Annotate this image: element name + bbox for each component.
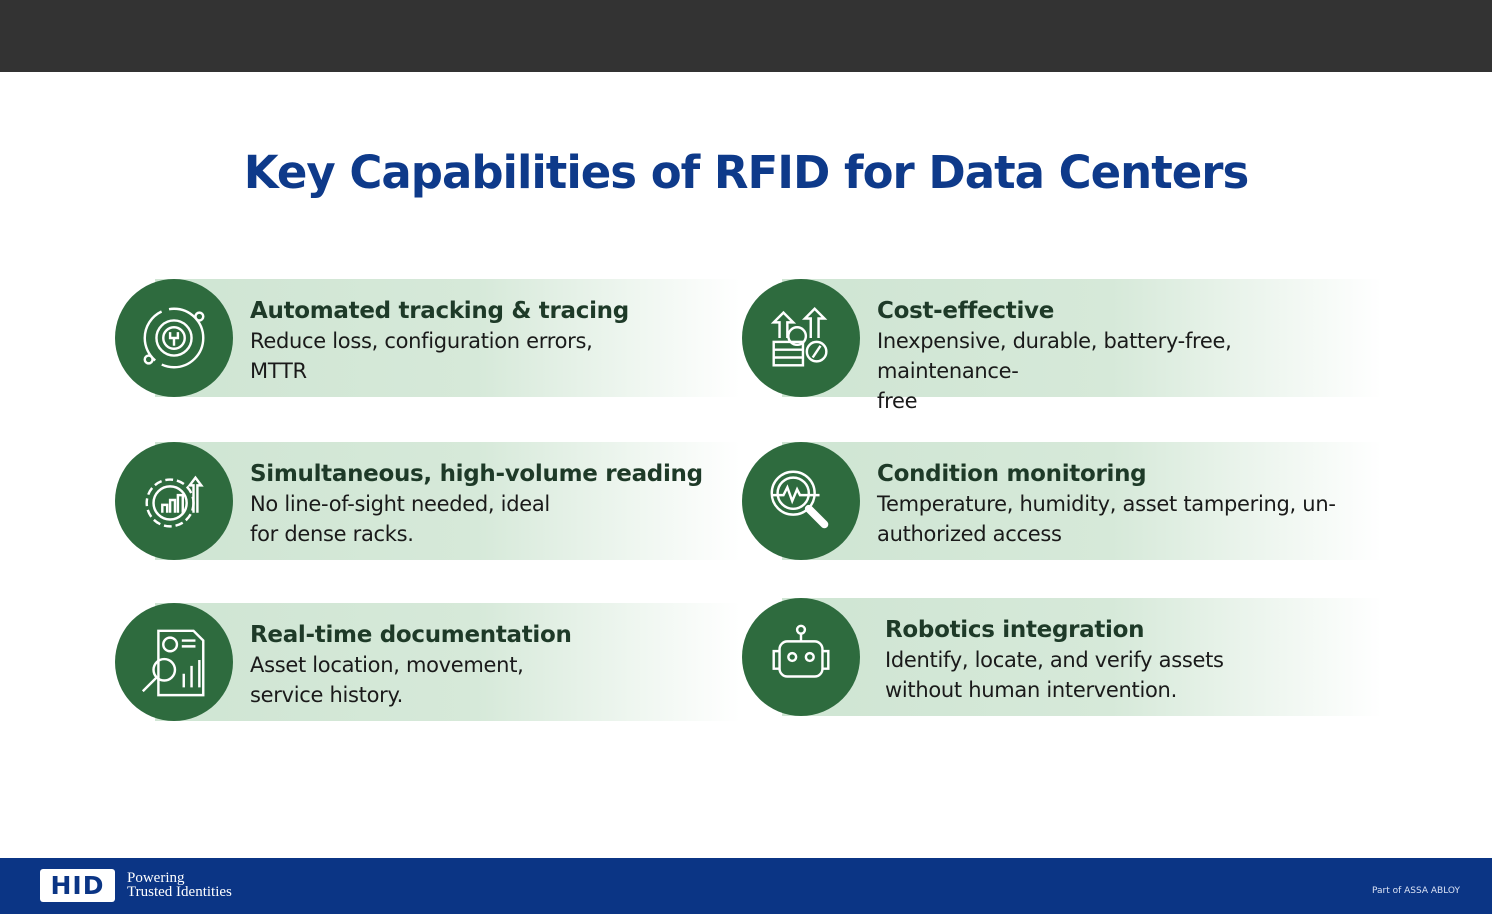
card-desc: Asset location, movement,: [250, 653, 524, 677]
card-desc: Temperature, humidity, asset tampering, …: [877, 492, 1336, 516]
gear-chart-icon: [115, 442, 233, 560]
page-title: Key Capabilities of RFID for Data Center…: [243, 146, 1249, 199]
money-growth-icon: [742, 279, 860, 397]
card-desc-2: MTTR: [250, 359, 307, 383]
card-band: [782, 279, 1382, 397]
card-band: [155, 442, 740, 560]
tagline: Powering Trusted Identities: [127, 870, 232, 900]
capability-card-cost: Cost-effective Inexpensive, durable, batt…: [742, 279, 1382, 413]
gear-wrench-icon: [115, 279, 233, 397]
card-band: [782, 598, 1382, 716]
report-magnifier-icon: [115, 603, 233, 721]
hid-logo: HID: [40, 869, 115, 902]
tagline-line-1: Powering: [127, 870, 185, 886]
magnifier-pulse-icon: [742, 442, 860, 560]
card-title: Automated tracking & tracing: [250, 298, 629, 324]
card-title: Condition monitoring: [877, 461, 1147, 487]
capability-card-monitoring: Condition monitoring Temperature, humidit…: [742, 442, 1382, 560]
card-band: [155, 279, 740, 397]
card-desc-2: without human intervention.: [885, 678, 1177, 702]
card-band: [782, 442, 1382, 560]
capability-card-documentation: Real-time documentation Asset location, m…: [115, 603, 740, 721]
capability-card-robotics: Robotics integration Identify, locate, an…: [742, 598, 1382, 716]
card-title: Real-time documentation: [250, 622, 572, 648]
tagline-line-2: Trusted Identities: [127, 884, 232, 900]
card-desc-2: free: [877, 389, 918, 413]
top-bar: [0, 0, 1492, 72]
card-desc-2: for dense racks.: [250, 522, 414, 546]
card-desc: Identify, locate, and verify assets: [885, 648, 1224, 672]
capability-card-reading: Simultaneous, high-volume reading No line…: [115, 442, 740, 560]
card-desc: Reduce loss, configuration errors,: [250, 329, 593, 353]
capability-card-tracking: Automated tracking & tracing Reduce loss,…: [115, 279, 740, 397]
footer: HID Powering Trusted Identities Part of A…: [0, 858, 1492, 914]
card-desc: Inexpensive, durable, battery-free, main…: [877, 329, 1232, 383]
card-desc-2: service history.: [250, 683, 404, 707]
robot-icon: [742, 598, 860, 716]
card-band: [155, 603, 740, 721]
card-desc-2: authorized access: [877, 522, 1062, 546]
assa-abloy-text: Part of ASSA ABLOY: [1371, 886, 1460, 896]
card-desc: No line-of-sight needed, ideal: [250, 492, 550, 516]
card-title: Simultaneous, high-volume reading: [250, 461, 703, 487]
card-title: Cost-effective: [877, 298, 1055, 324]
card-title: Robotics integration: [885, 617, 1145, 643]
